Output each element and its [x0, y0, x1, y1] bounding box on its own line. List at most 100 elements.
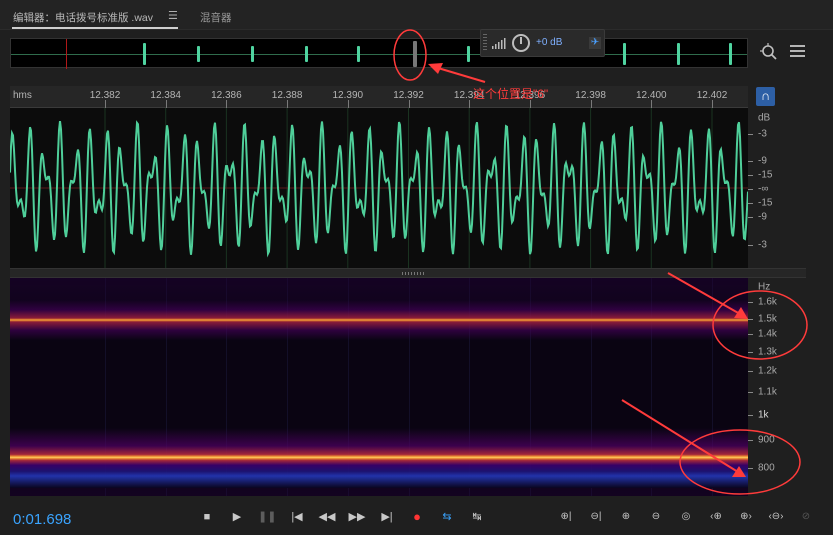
amplitude-label: -∞ [758, 183, 769, 195]
amplitude-tick [748, 217, 753, 218]
overview-tone-burst [251, 46, 254, 62]
frequency-tick [748, 319, 753, 320]
frequency-label: 1.2k [758, 365, 777, 377]
zoom-in-right-icon[interactable]: ⊕› [740, 511, 752, 522]
waveform-display[interactable] [9, 108, 749, 268]
amplitude-label: -15 [758, 169, 773, 181]
ruler-tick [712, 100, 713, 108]
gain-value[interactable]: +0 dB [536, 37, 563, 48]
ruler-unit: hms [13, 90, 32, 101]
rewind-button[interactable]: ◀◀ [318, 511, 336, 523]
frequency-label: 1k [758, 409, 769, 421]
frequency-scale: Hz 1.6k 1.5k 1.4k 1.3k 1.2k 1.1k 1k 900 800 [748, 278, 803, 496]
amplitude-tick [748, 161, 753, 162]
tab-editor[interactable]: 编辑器：电话拨号标准版 .wav [13, 12, 154, 24]
tone-band-high [10, 300, 748, 340]
loop-button[interactable]: ⇆ [442, 511, 452, 523]
zoom-in-amplitude-icon[interactable]: ⊕| [560, 511, 572, 522]
ruler-tick-label: 12.392 [393, 90, 424, 101]
ruler-tick-label: 12.386 [211, 90, 242, 101]
zoom-out-amplitude-icon[interactable]: ⊖| [590, 511, 602, 522]
ruler-tick-label: 12.382 [89, 90, 121, 101]
zoom-in-left-icon[interactable]: ‹⊕ [710, 511, 722, 522]
playhead-marker[interactable] [66, 39, 67, 69]
frequency-tick [748, 415, 753, 416]
ruler-tick [347, 100, 349, 108]
ruler-tick [651, 100, 653, 108]
waveform-plot [9, 108, 749, 268]
go-to-start-button[interactable]: |◀ [291, 511, 303, 523]
overview-menu-icon[interactable] [790, 45, 805, 57]
annotation-label: 这个位置是"6" [473, 87, 549, 101]
ruler-tick [165, 100, 167, 108]
zoom-out-full-icon[interactable]: ‹⊖› [768, 511, 784, 522]
ruler-tick [287, 100, 289, 108]
ruler-tick-label: 12.398 [575, 90, 606, 101]
frequency-tick [748, 468, 753, 469]
ruler-tick-label: 12.394 [453, 90, 485, 101]
overview-tone-burst [677, 43, 680, 65]
frequency-tick [748, 440, 753, 441]
frequency-tick [748, 371, 753, 372]
time-ruler[interactable]: hms 12.382 12.384 12.386 12.388 12.390 12.392… [10, 86, 748, 108]
volume-knob[interactable] [512, 34, 530, 52]
ruler-tick-label: 12.400 [636, 90, 667, 101]
stop-button[interactable]: ■ [203, 511, 211, 523]
pin-icon[interactable]: ✈ [589, 37, 601, 49]
amplitude-label: -3 [758, 239, 767, 251]
overview-tone-burst [143, 43, 146, 65]
amplitude-tick [748, 134, 753, 135]
amplitude-tick [748, 189, 753, 190]
amplitude-hud[interactable]: +0 dB ✈ [480, 29, 605, 57]
snap-magnet-icon[interactable]: ∩ [756, 87, 775, 106]
overview-tone-burst [357, 46, 360, 62]
spectral-display[interactable] [10, 278, 748, 496]
frequency-tick [748, 334, 753, 335]
waveform-trace [9, 120, 749, 258]
amplitude-label: -3 [758, 128, 767, 140]
fast-forward-button[interactable]: ▶▶ [348, 511, 366, 523]
frequency-label: 1.5k [758, 313, 777, 325]
frequency-label: 1.3k [758, 346, 777, 358]
zoom-reset-icon[interactable]: ⊘ [801, 511, 811, 522]
play-button[interactable]: ▶ [232, 511, 242, 523]
amplitude-tick [748, 245, 753, 246]
amplitude-tick [748, 175, 753, 176]
active-tab-indicator [12, 27, 178, 29]
level-bars-icon [492, 38, 506, 49]
tab-mixer[interactable]: 混音器 [200, 12, 232, 24]
overview-tone-burst [623, 43, 626, 65]
overview-tone-burst [729, 43, 732, 65]
go-to-end-button[interactable]: ▶| [381, 511, 393, 523]
ruler-tick-label: 12.402 [696, 90, 728, 101]
zoom-out-time-icon[interactable]: ⊖ [651, 511, 661, 522]
current-time[interactable]: 0:01.698 [13, 511, 72, 528]
ruler-tick-label: 12.390 [332, 90, 364, 101]
frequency-label: 900 [758, 434, 775, 446]
record-button[interactable]: ● [413, 509, 421, 524]
frequency-label: 800 [758, 462, 775, 474]
ruler-tick-label: 12.388 [271, 90, 303, 101]
zoom-full-icon[interactable]: ◎ [681, 511, 691, 522]
skip-selection-button[interactable]: ↹ [472, 511, 482, 523]
amplitude-unit: dB [758, 112, 771, 124]
frequency-tick [748, 302, 753, 303]
ruler-tick [226, 100, 228, 108]
hud-drag-handle[interactable] [483, 34, 487, 52]
overview-view-range[interactable] [413, 41, 417, 67]
zoom-in-time-icon[interactable]: ⊕ [621, 511, 631, 522]
splitter-grip[interactable] [402, 272, 426, 275]
view-splitter[interactable] [10, 268, 806, 278]
frequency-unit: Hz [758, 281, 771, 293]
waveform-overview[interactable] [10, 38, 748, 69]
frequency-label: 1.1k [758, 386, 777, 398]
amplitude-scale: dB -3 -9 -15 -∞ -15 -9 -3 [748, 108, 803, 268]
panel-menu-icon[interactable]: ☰ [168, 10, 178, 22]
frequency-label: 1.6k [758, 296, 777, 308]
ruler-tick [408, 100, 410, 108]
ruler-tick-label: 12.396 [514, 90, 546, 101]
frequency-tick [748, 392, 753, 393]
pause-button[interactable]: ❚❚ [258, 511, 277, 523]
zoom-selection-icon[interactable] [760, 43, 778, 61]
